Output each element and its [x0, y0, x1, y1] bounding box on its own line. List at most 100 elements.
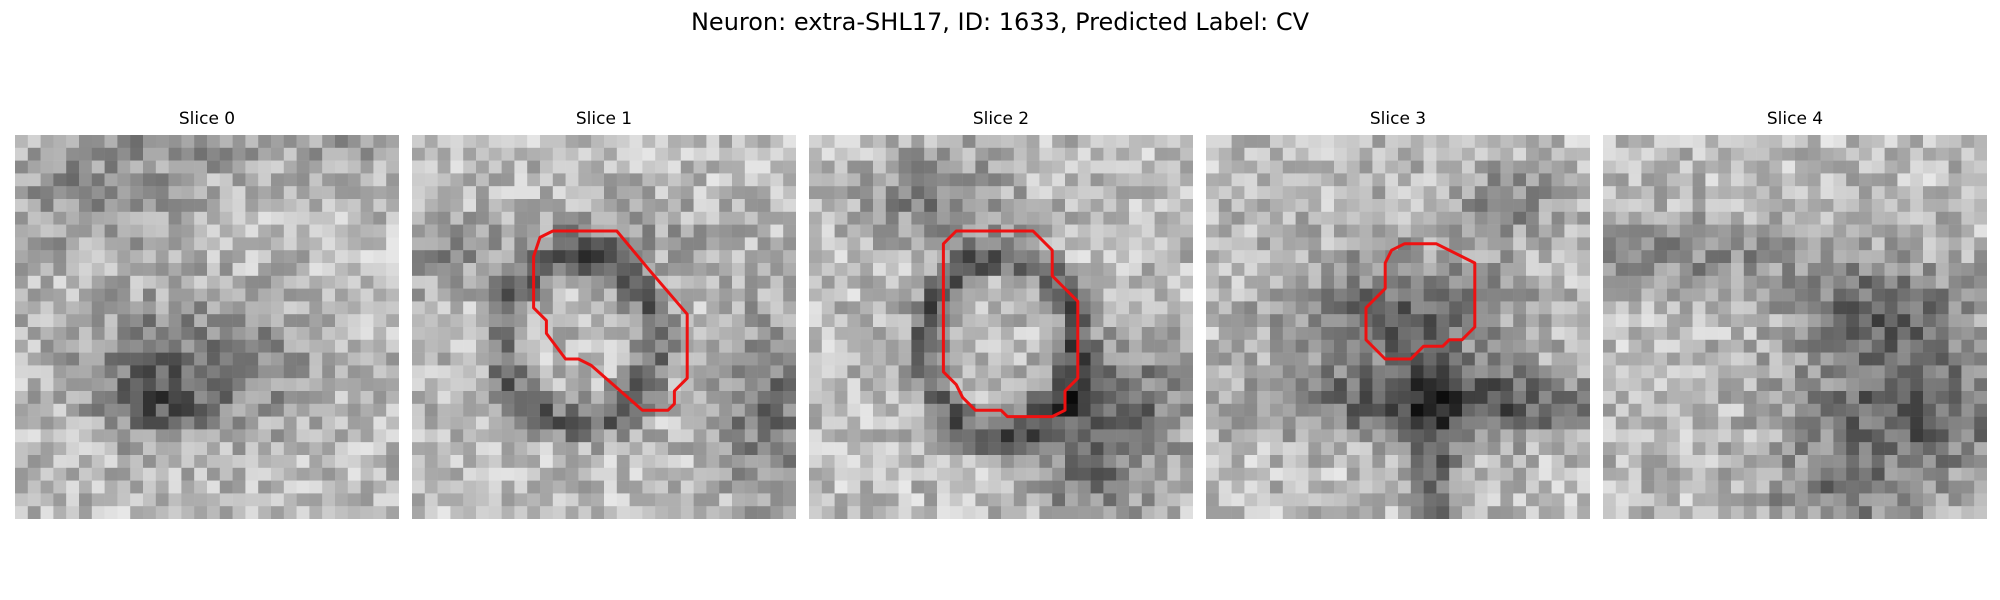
pixel-tile	[1654, 173, 1668, 187]
pixel-tile	[1615, 455, 1629, 469]
pixel-tile	[1167, 173, 1181, 187]
pixel-tile	[1423, 199, 1437, 213]
pixel-tile	[668, 263, 682, 277]
pixel-tile	[1692, 250, 1706, 264]
pixel-tile	[988, 301, 1002, 315]
pixel-tile	[347, 467, 361, 481]
pixel-tile	[744, 378, 758, 392]
pixel-tile	[706, 250, 720, 264]
pixel-tile	[1577, 160, 1590, 174]
pixel-tile	[949, 160, 963, 174]
pixel-tile	[296, 493, 310, 507]
pixel-tile	[847, 327, 861, 341]
pixel-tile	[1001, 352, 1015, 366]
pixel-tile	[117, 224, 131, 238]
pixel-tile	[373, 467, 387, 481]
pixel-tile	[937, 186, 951, 200]
pixel-tile	[1282, 493, 1296, 507]
pixel-tile	[1820, 211, 1834, 225]
pixel-tile	[1718, 378, 1732, 392]
pixel-tile	[1526, 147, 1540, 161]
pixel-tile	[693, 352, 707, 366]
pixel-tile	[514, 442, 528, 456]
pixel-tile	[1871, 135, 1885, 149]
pixel-tile	[91, 391, 105, 405]
pixel-tile	[604, 173, 618, 187]
pixel-tile	[719, 288, 733, 302]
slice-panel-3: Slice 3	[1206, 108, 1590, 519]
pixel-tile	[540, 378, 554, 392]
pixel-tile	[1577, 224, 1590, 238]
pixel-tile	[1526, 288, 1540, 302]
pixel-tile	[437, 493, 451, 507]
pixel-tile	[1641, 429, 1655, 443]
pixel-tile	[1270, 467, 1284, 481]
pixel-tile	[540, 467, 554, 481]
pixel-tile	[1974, 327, 1987, 341]
pixel-tile	[898, 173, 912, 187]
pixel-tile	[1961, 211, 1975, 225]
pixel-tile	[757, 173, 771, 187]
pixel-tile	[847, 288, 861, 302]
pixel-tile	[1526, 391, 1540, 405]
pixel-tile	[1692, 263, 1706, 277]
pixel-tile	[668, 160, 682, 174]
pixel-tile	[501, 467, 515, 481]
pixel-tile	[245, 416, 259, 430]
pixel-tile	[847, 506, 861, 519]
pixel-tile	[527, 147, 541, 161]
pixel-tile	[386, 288, 399, 302]
pixel-tile	[770, 365, 784, 379]
pixel-tile	[488, 275, 502, 289]
pixel-tile	[1897, 506, 1911, 519]
pixel-tile	[565, 455, 579, 469]
pixel-tile	[1359, 416, 1373, 430]
pixel-tile	[770, 173, 784, 187]
pixel-tile	[1065, 250, 1079, 264]
pixel-tile	[988, 250, 1002, 264]
pixel-tile	[770, 224, 784, 238]
pixel-tile	[1820, 378, 1834, 392]
pixel-tile	[258, 327, 272, 341]
pixel-tile	[258, 467, 272, 481]
pixel-tile	[565, 199, 579, 213]
pixel-tile	[1052, 506, 1066, 519]
pixel-tile	[245, 275, 259, 289]
pixel-tile	[463, 455, 477, 469]
pixel-tile	[1641, 147, 1655, 161]
pixel-tile	[1449, 147, 1463, 161]
pixel-tile	[1436, 301, 1450, 315]
pixel-tile	[488, 263, 502, 277]
pixel-tile	[1884, 211, 1898, 225]
pixel-tile	[962, 378, 976, 392]
pixel-tile	[988, 429, 1002, 443]
pixel-tile	[437, 327, 451, 341]
pixel-tile	[91, 314, 105, 328]
pixel-tile	[949, 480, 963, 494]
pixel-tile	[143, 455, 157, 469]
pixel-tile	[476, 416, 490, 430]
pixel-tile	[1462, 147, 1476, 161]
pixel-tile	[821, 378, 835, 392]
pixel-tile	[219, 327, 233, 341]
pixel-tile	[424, 455, 438, 469]
pixel-tile	[1577, 186, 1590, 200]
pixel-tile	[1910, 416, 1924, 430]
pixel-tile	[1423, 173, 1437, 187]
pixel-tile	[232, 250, 246, 264]
pixel-tile	[629, 263, 643, 277]
pixel-tile	[1820, 160, 1834, 174]
pixel-tile	[642, 480, 656, 494]
pixel-tile	[386, 480, 399, 494]
pixel-tile	[1577, 403, 1590, 417]
pixel-tile	[1923, 263, 1937, 277]
pixel-tile	[1487, 416, 1501, 430]
pixel-tile	[1743, 160, 1757, 174]
pixel-tile	[1334, 147, 1348, 161]
pixel-tile	[360, 327, 374, 341]
pixel-tile	[1295, 275, 1309, 289]
pixel-tile	[1449, 160, 1463, 174]
pixel-tile	[885, 250, 899, 264]
pixel-tile	[1410, 275, 1424, 289]
pixel-tile	[911, 403, 925, 417]
